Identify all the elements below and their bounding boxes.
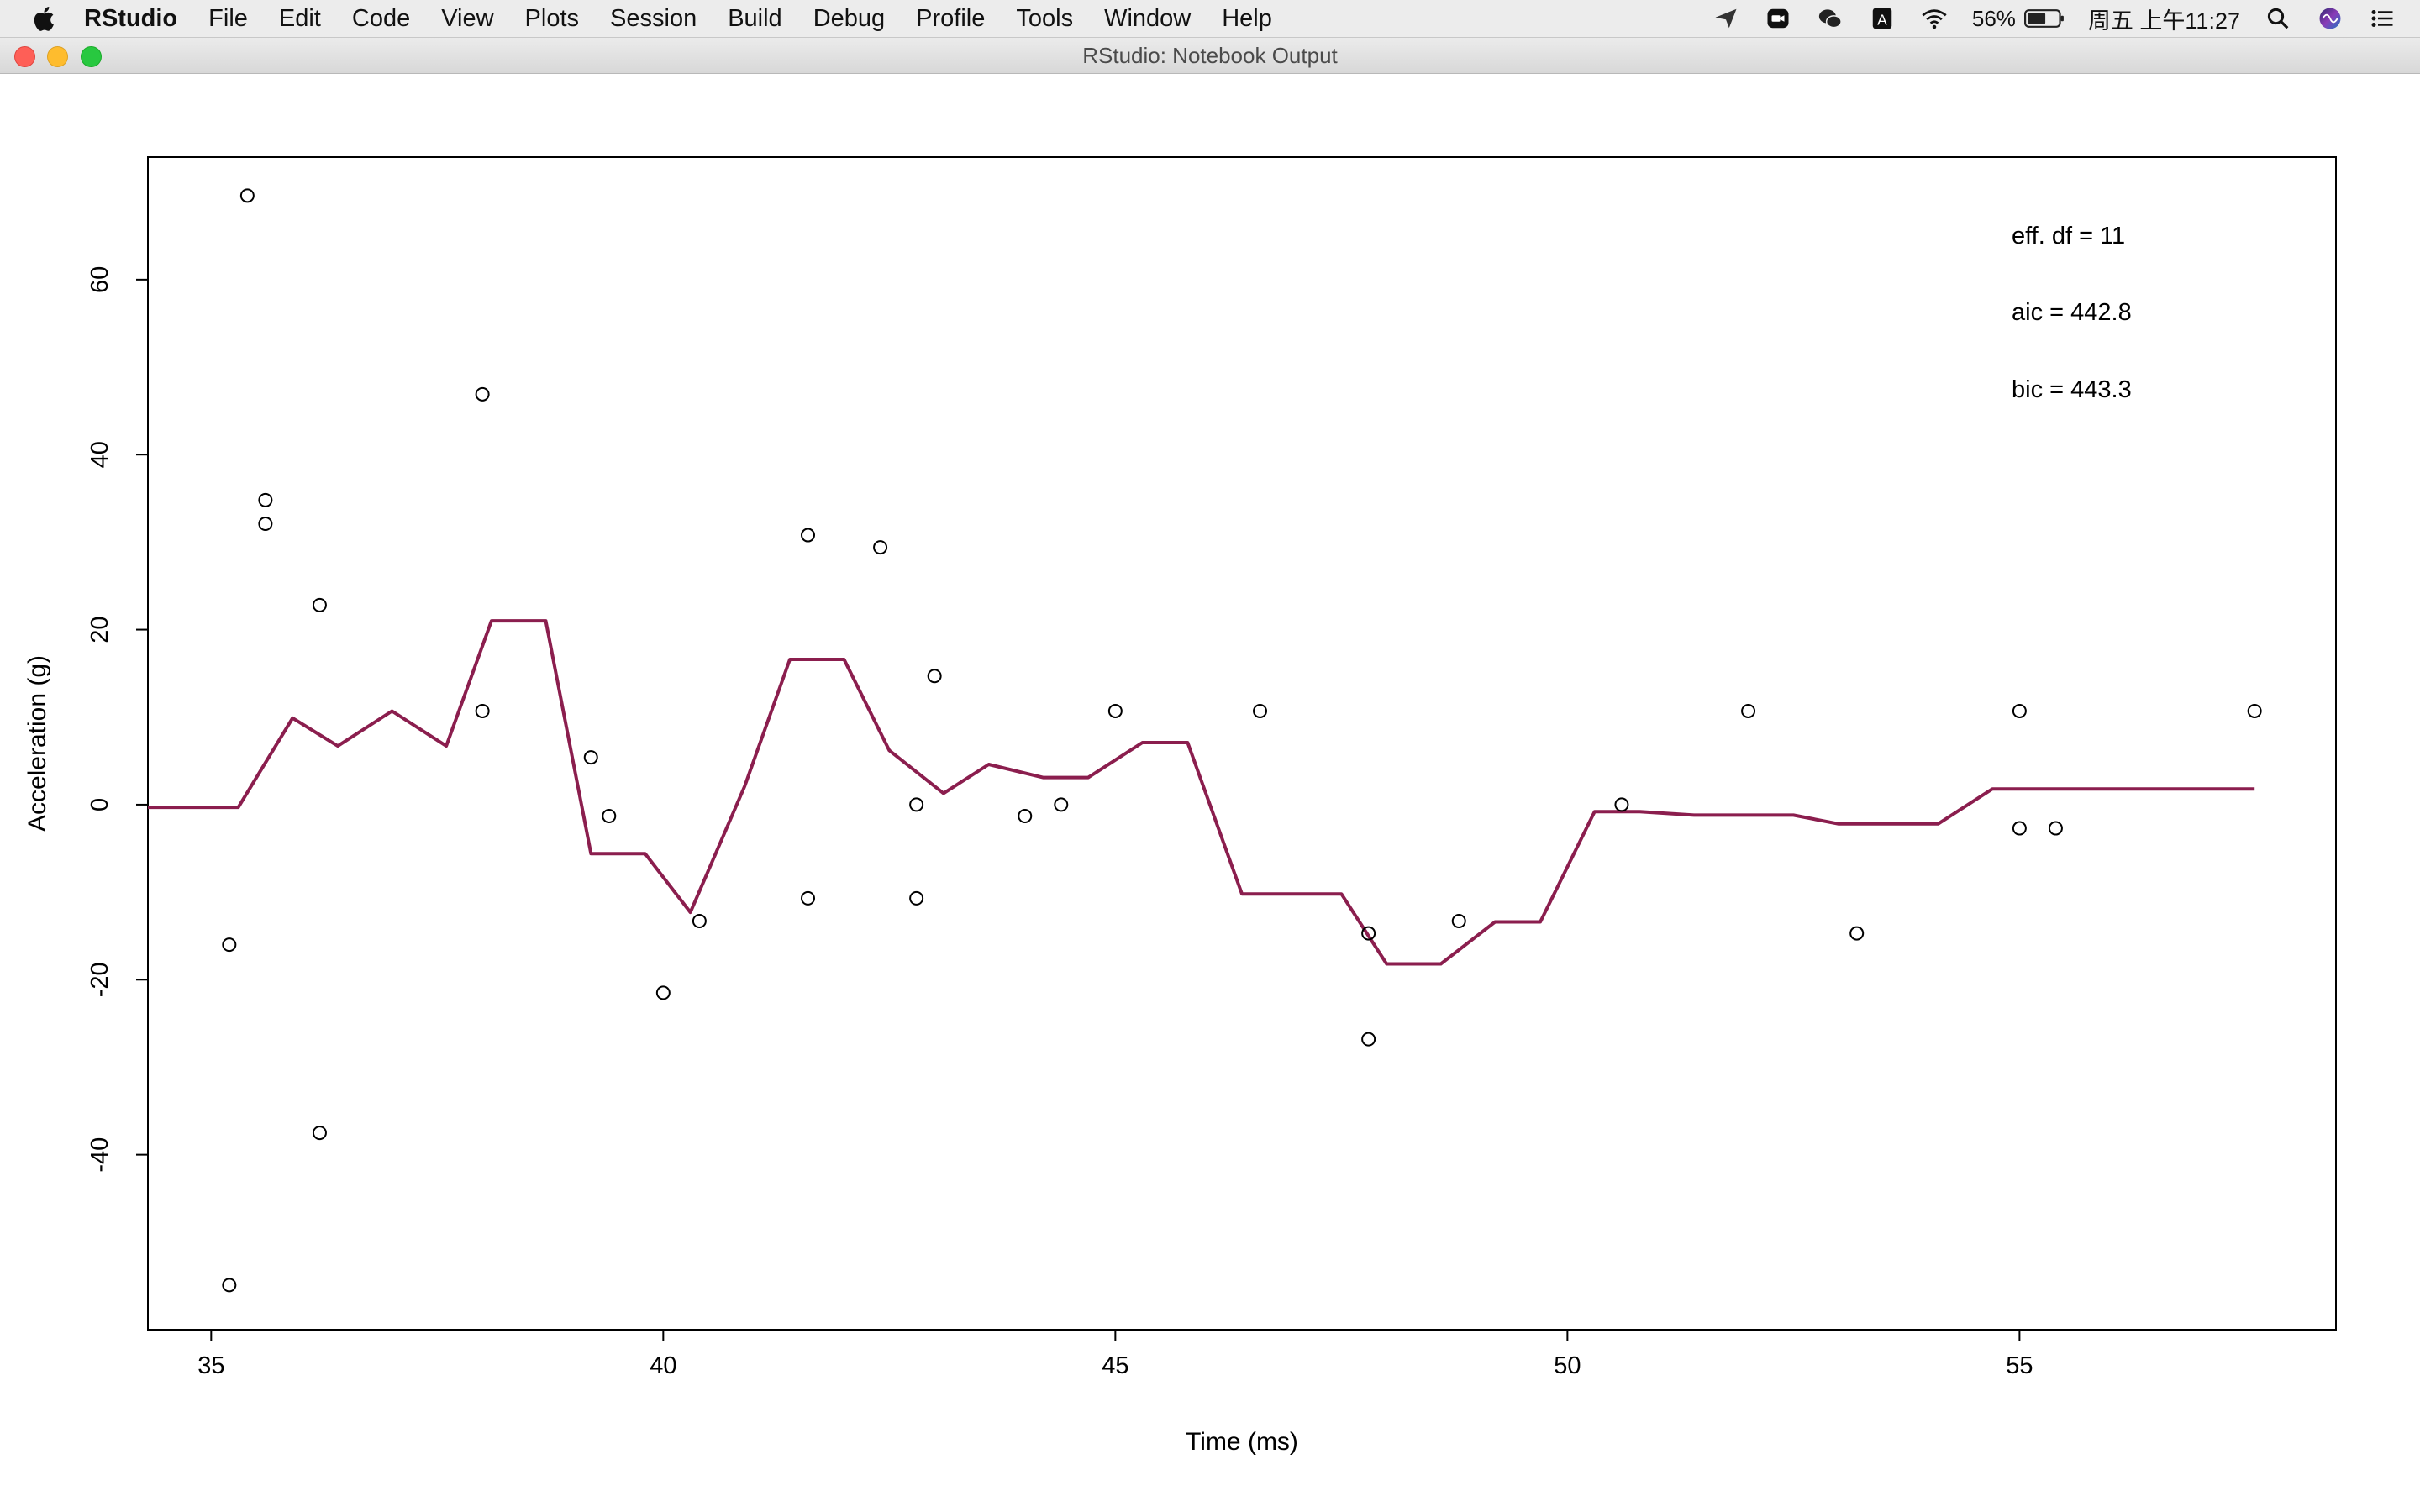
data-point	[222, 937, 237, 953]
menu-bar: RStudio File Edit Code View Plots Sessio…	[0, 0, 2420, 38]
data-point	[801, 890, 816, 906]
menu-window[interactable]: Window	[1104, 4, 1192, 32]
plot-area: 35 40 45 50 55 -40 -20 0 20 40 60 Time (ms) Accel…	[24, 156, 2337, 1456]
data-point	[312, 1126, 327, 1141]
fitted-curve	[148, 619, 2255, 966]
annotation-aic: aic = 442.8	[2012, 299, 2132, 326]
annotation-bic: bic = 443.3	[2012, 376, 2132, 403]
y-tick-label: 60	[87, 266, 113, 293]
y-tick-label: 40	[87, 441, 113, 468]
data-point	[239, 188, 255, 203]
wechat-icon[interactable]	[1816, 6, 1844, 31]
menu-session[interactable]: Session	[610, 4, 697, 32]
battery-icon[interactable]	[2023, 8, 2065, 29]
data-point	[1361, 926, 1376, 941]
zoom-button[interactable]	[81, 46, 102, 67]
menu-build[interactable]: Build	[728, 4, 782, 32]
data-point	[1361, 1032, 1376, 1047]
x-tick-label: 50	[1554, 1352, 1581, 1379]
data-point	[1107, 703, 1123, 718]
clock[interactable]: 周五 上午11:27	[2087, 8, 2240, 34]
x-tick-label: 55	[2006, 1352, 2033, 1379]
search-icon[interactable]	[2264, 6, 2292, 31]
control-center-icon[interactable]	[2368, 6, 2396, 31]
x-axis: 35 40 45 50 55	[197, 1330, 2033, 1379]
menu-view[interactable]: View	[441, 4, 494, 32]
y-axis-label: Acceleration (g)	[24, 655, 51, 832]
data-point	[475, 703, 490, 718]
menu-profile[interactable]: Profile	[916, 4, 986, 32]
menu-file[interactable]: File	[208, 4, 248, 32]
send-icon[interactable]	[1712, 6, 1740, 31]
x-tick-label: 40	[650, 1352, 676, 1379]
data-point	[655, 985, 671, 1000]
minimize-button[interactable]	[47, 46, 68, 67]
annotation-eff-df: eff. df = 11	[2012, 223, 2125, 249]
data-point	[1253, 703, 1268, 718]
y-tick-label: -40	[87, 1137, 113, 1173]
window-title: RStudio: Notebook Output	[1082, 43, 1338, 68]
x-tick-label: 35	[197, 1352, 224, 1379]
data-point	[312, 597, 327, 612]
input-method-icon[interactable]: A	[1868, 6, 1897, 31]
data-point	[602, 808, 617, 823]
data-point	[583, 750, 598, 765]
menu-help[interactable]: Help	[1222, 4, 1272, 32]
data-point	[692, 913, 707, 928]
data-point	[258, 517, 273, 532]
data-point	[909, 890, 924, 906]
menu-plots[interactable]: Plots	[524, 4, 580, 32]
data-point	[1614, 797, 1629, 812]
svg-text:A: A	[1877, 12, 1887, 29]
data-point	[2247, 703, 2262, 718]
wifi-icon[interactable]	[1920, 6, 1949, 31]
y-tick-label: -20	[87, 962, 113, 997]
menu-code[interactable]: Code	[351, 4, 411, 32]
window-titlebar: RStudio: Notebook Output	[0, 38, 2420, 74]
menu-tools[interactable]: Tools	[1016, 4, 1074, 32]
menu-app-name[interactable]: RStudio	[84, 4, 178, 32]
y-tick-label: 0	[87, 798, 113, 811]
menu-debug[interactable]: Debug	[813, 4, 886, 32]
data-point	[1054, 797, 1069, 812]
status-tray: A 56% 周五 上午11:27	[1712, 0, 2420, 37]
data-point	[258, 492, 273, 507]
x-axis-label: Time (ms)	[1186, 1428, 1298, 1456]
data-point	[909, 797, 924, 812]
data-point	[1018, 808, 1033, 823]
plot-frame	[147, 156, 2337, 1331]
data-point	[1741, 703, 1756, 718]
menu-edit[interactable]: Edit	[278, 4, 321, 32]
data-point	[873, 540, 888, 555]
data-point	[927, 669, 942, 684]
close-button[interactable]	[14, 46, 35, 67]
apple-icon[interactable]	[34, 4, 59, 33]
siri-icon[interactable]	[2316, 6, 2344, 31]
x-tick-label: 45	[1102, 1352, 1128, 1379]
data-point	[2048, 821, 2063, 836]
y-tick-label: 20	[87, 616, 113, 643]
data-point	[2012, 703, 2027, 718]
data-point	[1451, 913, 1466, 928]
data-point	[801, 528, 816, 543]
data-point	[1849, 926, 1865, 941]
data-point	[2012, 821, 2027, 836]
video-icon[interactable]	[1764, 6, 1792, 31]
data-points	[222, 188, 2262, 1293]
y-axis: -40 -20 0 20 40 60	[87, 266, 148, 1173]
data-point	[475, 386, 490, 402]
data-point	[222, 1278, 237, 1293]
battery-percent: 56%	[1971, 5, 2016, 31]
